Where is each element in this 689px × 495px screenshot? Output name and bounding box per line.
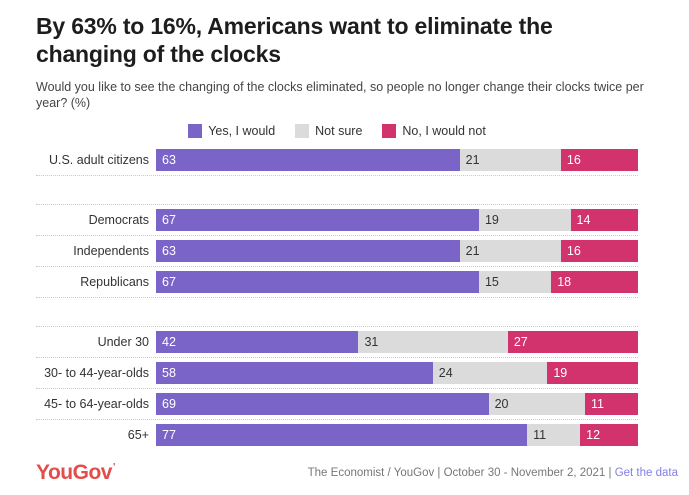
legend-item: Yes, I would xyxy=(188,124,276,139)
bar-segment: 67 xyxy=(156,271,479,294)
row-label: Under 30 xyxy=(97,335,149,350)
bar-segment: 18 xyxy=(551,271,638,294)
bar-segment: 15 xyxy=(478,271,552,294)
legend-item: No, I would not xyxy=(382,124,486,139)
source-attribution: The Economist / YouGov | October 30 - No… xyxy=(308,467,678,479)
bar-segment: 63 xyxy=(156,240,460,263)
page-title: By 63% to 16%, Americans want to elimina… xyxy=(36,13,553,68)
row-label: Independents xyxy=(73,244,149,259)
bar-value-label: 14 xyxy=(576,213,591,228)
footer: YouGov' The Economist / YouGov | October… xyxy=(36,462,678,483)
legend-item: Not sure xyxy=(295,124,363,139)
bar-value-label: 42 xyxy=(162,335,176,350)
yougov-logo: YouGov' xyxy=(36,461,115,484)
bar-value-label: 24 xyxy=(438,366,453,381)
get-the-data-link[interactable]: Get the data xyxy=(614,466,678,479)
legend-label: Yes, I would xyxy=(208,124,276,139)
bar-value-label: 12 xyxy=(586,428,601,443)
stacked-bar: 67 19 14 xyxy=(156,209,638,232)
bar-value-label: 20 xyxy=(494,397,509,412)
bar-segment: 16 xyxy=(560,149,638,172)
bar-segment: 24 xyxy=(432,362,548,385)
legend-label: Not sure xyxy=(315,124,363,139)
stacked-bar: 77 11 12 xyxy=(156,424,638,447)
stacked-bar: 69 20 11 xyxy=(156,393,638,416)
bar-chart: U.S. adult citizens 63 21 16 Democrats 67 19 14… xyxy=(36,145,638,450)
source-text: The Economist / YouGov | October 30 - No… xyxy=(307,466,615,479)
chart-row: 45- to 64-year-olds 69 20 11 xyxy=(36,389,638,421)
bar-segment: 21 xyxy=(459,149,561,172)
stacked-bar: 58 24 19 xyxy=(156,362,638,385)
bar-segment: 77 xyxy=(156,424,528,447)
bar-segment: 67 xyxy=(156,209,479,232)
bar-segment: 58 xyxy=(156,362,433,385)
row-label: U.S. adult citizens xyxy=(48,153,149,168)
group-separator xyxy=(36,298,638,328)
bar-segment: 21 xyxy=(459,240,561,263)
bar-segment: 12 xyxy=(580,424,638,447)
bar-value-label: 69 xyxy=(162,397,176,412)
bar-value-label: 67 xyxy=(162,213,176,228)
bar-value-label: 11 xyxy=(533,428,547,443)
bar-value-label: 21 xyxy=(465,244,480,259)
legend-swatch xyxy=(188,124,203,139)
row-label: Democrats xyxy=(88,213,149,228)
bar-segment: 27 xyxy=(507,331,638,354)
bar-segment: 14 xyxy=(570,209,638,232)
bar-segment: 42 xyxy=(156,331,359,354)
chart-row: Independents 63 21 16 xyxy=(36,236,638,268)
bar-segment: 31 xyxy=(358,331,508,354)
legend-swatch xyxy=(295,124,310,139)
bar-segment: 63 xyxy=(156,149,460,172)
chart-row: 30- to 44-year-olds 58 24 19 xyxy=(36,358,638,390)
stacked-bar: 67 15 18 xyxy=(156,271,638,294)
bar-value-label: 19 xyxy=(484,213,499,228)
bar-segment: 19 xyxy=(547,362,638,385)
bar-value-label: 11 xyxy=(590,397,604,412)
bar-value-label: 67 xyxy=(162,275,176,290)
row-label: Republicans xyxy=(80,275,149,290)
bar-segment: 20 xyxy=(488,393,585,416)
bar-value-label: 58 xyxy=(162,366,176,381)
bar-segment: 16 xyxy=(560,240,638,263)
row-label: 30- to 44-year-olds xyxy=(44,366,149,381)
bar-value-label: 16 xyxy=(566,244,581,259)
row-label: 45- to 64-year-olds xyxy=(44,397,149,412)
bar-segment: 19 xyxy=(478,209,571,232)
chart-row: 65+ 77 11 12 xyxy=(36,420,638,450)
chart-row: Republicans 67 15 18 xyxy=(36,267,638,299)
bar-segment: 11 xyxy=(527,424,581,447)
chart-subtitle: Would you like to see the changing of th… xyxy=(36,80,644,111)
bar-value-label: 21 xyxy=(465,153,480,168)
bar-value-label: 15 xyxy=(484,275,499,290)
stacked-bar: 63 21 16 xyxy=(156,240,638,263)
bar-value-label: 19 xyxy=(553,366,568,381)
bar-value-label: 63 xyxy=(162,153,176,168)
bar-value-label: 27 xyxy=(513,335,528,350)
legend-swatch xyxy=(382,124,397,139)
bar-value-label: 77 xyxy=(162,428,176,443)
group-separator xyxy=(36,176,638,206)
bar-value-label: 18 xyxy=(557,275,572,290)
logo-tick-mark: ' xyxy=(112,462,115,473)
chart-row: U.S. adult citizens 63 21 16 xyxy=(36,145,638,177)
bar-segment: 69 xyxy=(156,393,489,416)
legend-label: No, I would not xyxy=(402,124,486,139)
row-label: 65+ xyxy=(127,428,149,443)
bar-value-label: 16 xyxy=(566,153,581,168)
chart-row: Democrats 67 19 14 xyxy=(36,205,638,237)
bar-value-label: 31 xyxy=(364,335,379,350)
bar-value-label: 63 xyxy=(162,244,176,259)
bar-segment: 11 xyxy=(584,393,638,416)
stacked-bar: 63 21 16 xyxy=(156,149,638,172)
stacked-bar: 42 31 27 xyxy=(156,331,638,354)
chart-row: Under 30 42 31 27 xyxy=(36,327,638,359)
legend: Yes, I would Not sure No, I would not xyxy=(36,124,638,139)
